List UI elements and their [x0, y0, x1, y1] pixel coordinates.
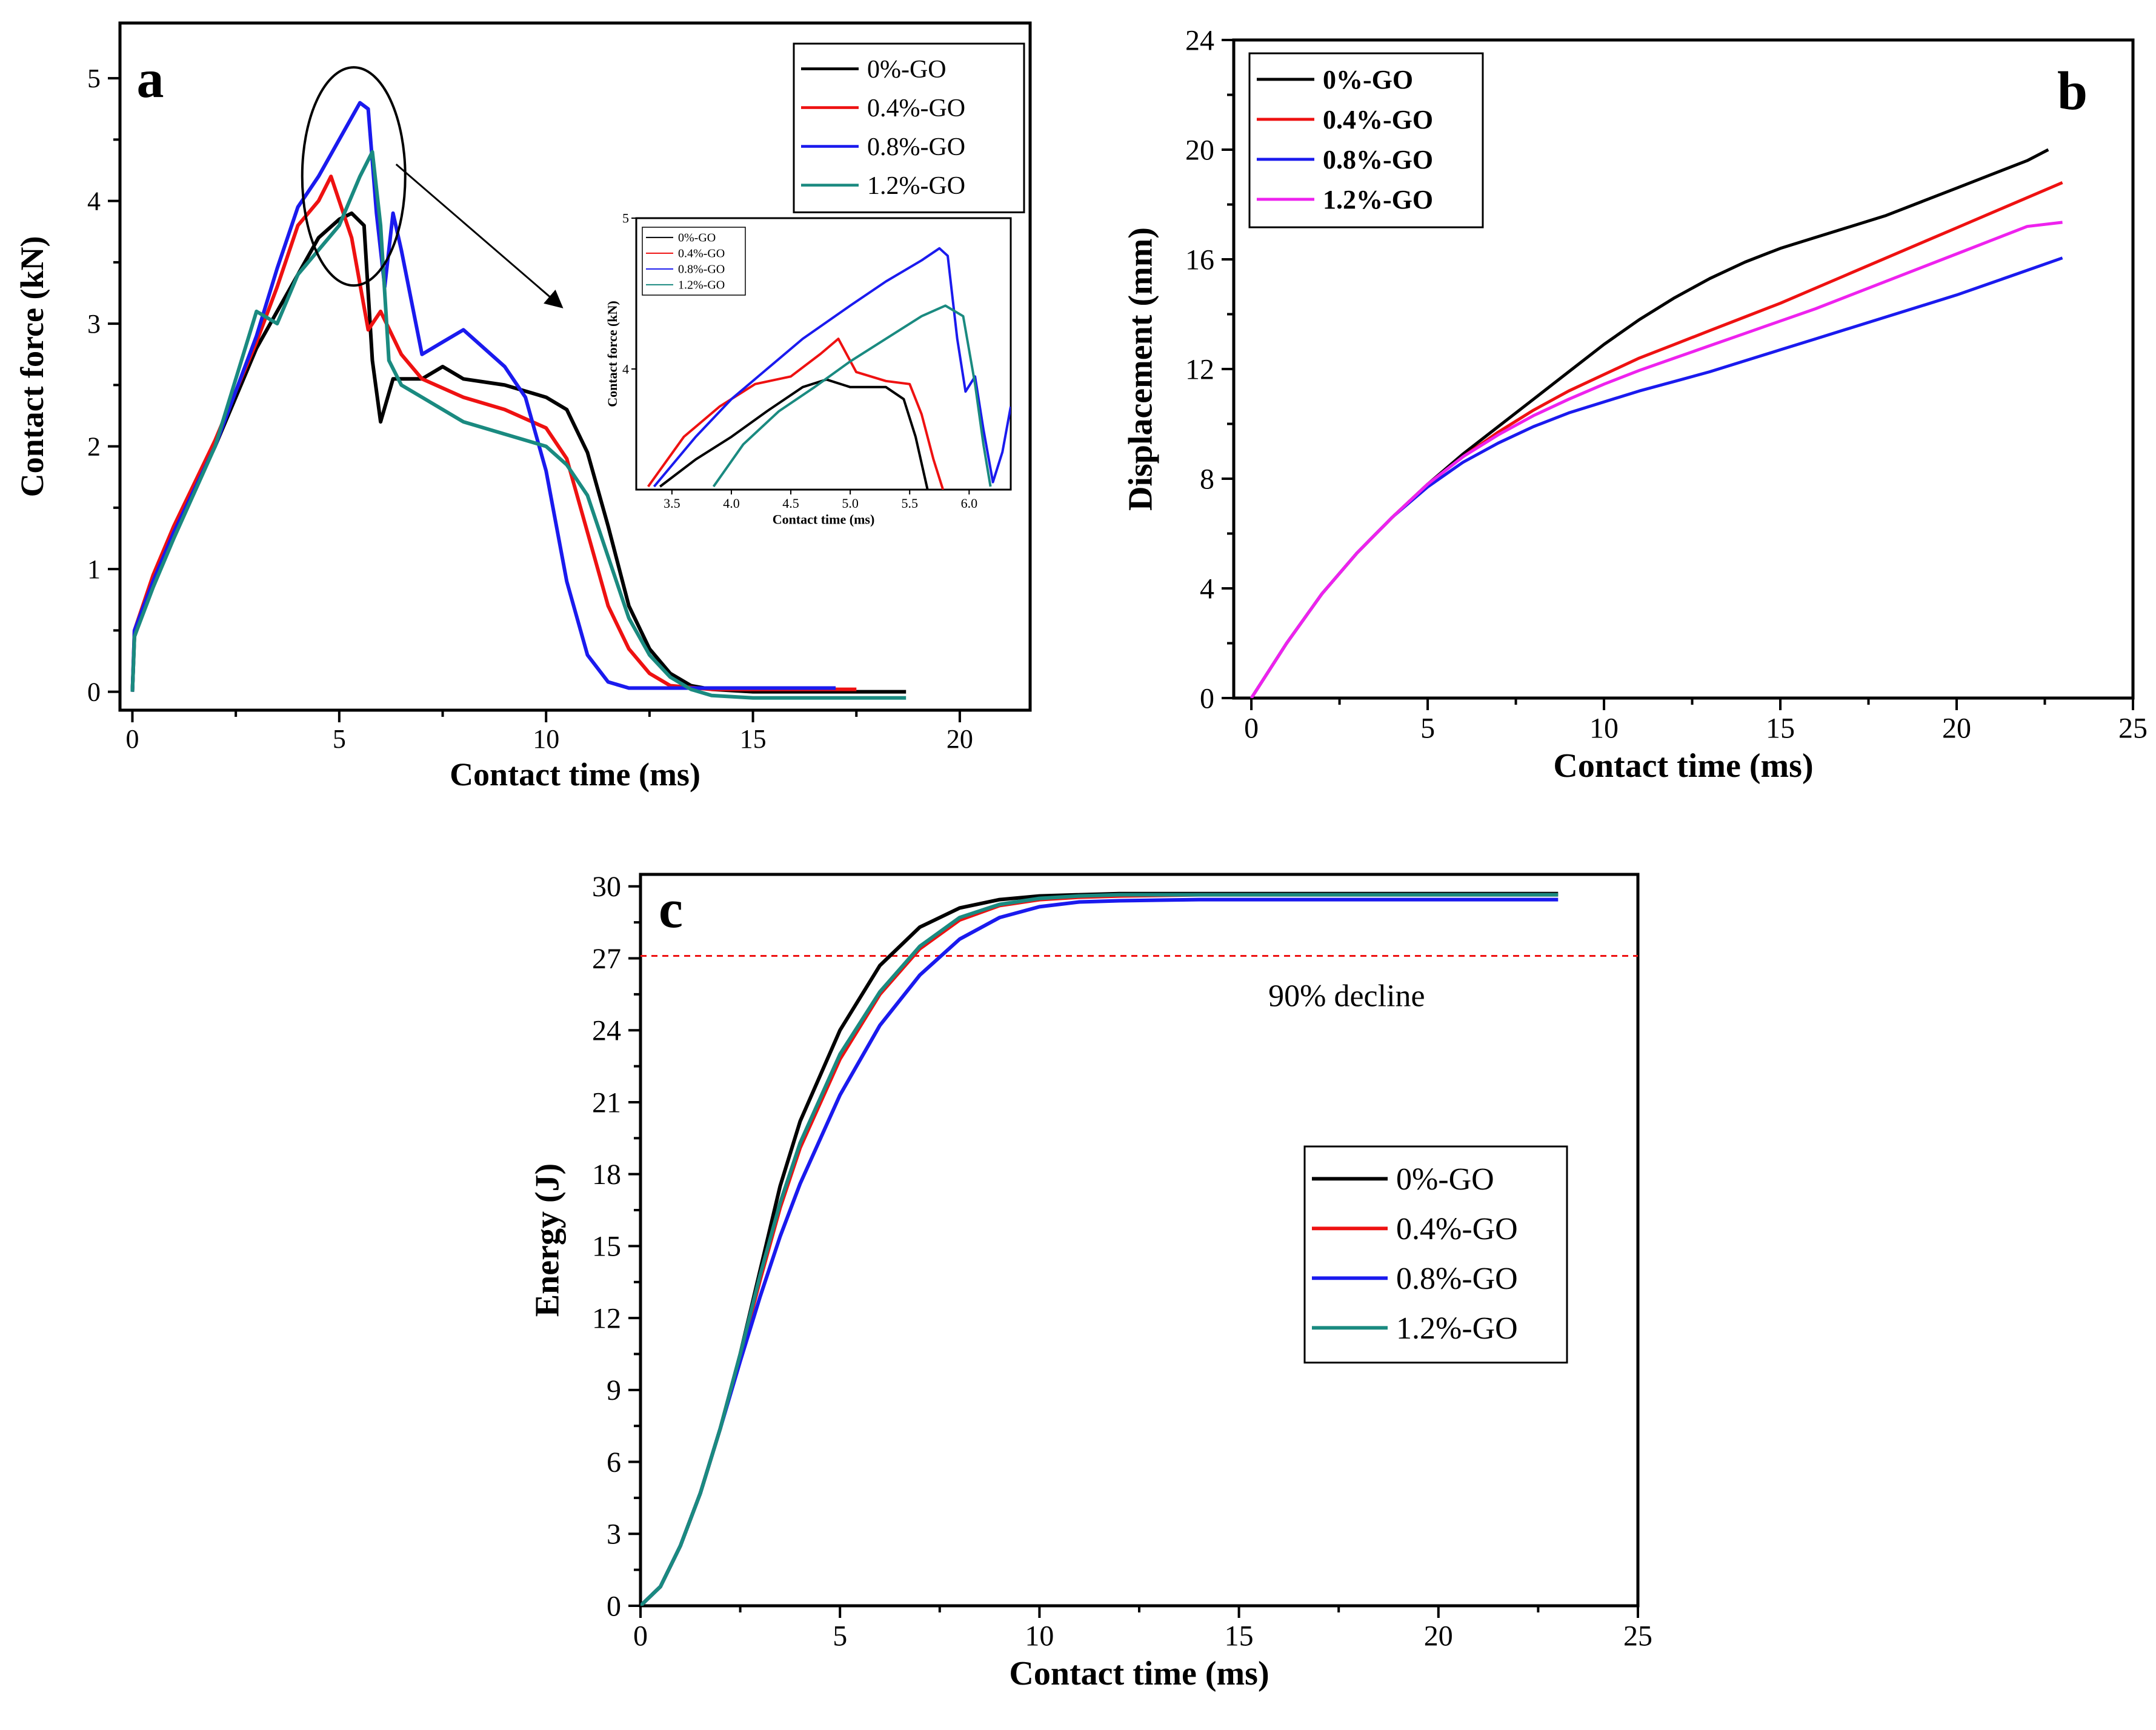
x-tick-label: 10	[533, 724, 559, 754]
y-tick-label: 8	[1200, 463, 1214, 495]
inset-x-tick-label: 5.5	[901, 496, 918, 511]
x-axis-title: Contact time (ms)	[450, 756, 700, 793]
inset-legend-label: 0.8%-GO	[678, 263, 725, 276]
legend-label: 0%-GO	[1323, 65, 1413, 95]
inset-legend-label: 1.2%-GO	[678, 279, 725, 292]
series-line-1-2-go	[1249, 221, 2063, 698]
x-axis-title: Contact time (ms)	[1009, 1655, 1269, 1692]
annotation-arrow	[395, 163, 564, 308]
y-tick-label: 20	[1185, 134, 1214, 166]
panel-c: 0 5 10 15 20 25 0 3 6 9 12 15 18 21 24 27 30 Contact time…	[528, 871, 1652, 1692]
inset-legend-label: 0.4%-GO	[678, 247, 725, 261]
legend-label: 0%-GO	[867, 56, 947, 84]
x-tick-label: 0	[125, 724, 139, 754]
series-line-0-8-go	[130, 101, 836, 692]
plot-frame	[118, 21, 1032, 712]
y-tick-label: 5	[87, 64, 101, 93]
panel-label: a	[137, 49, 164, 109]
y-tick-label: 18	[592, 1159, 621, 1191]
legend-label: 1.2%-GO	[867, 172, 965, 200]
panel-b: 0 5 10 15 20 25 0 4 8 12 16 20 24 Contact time (ms) Di…	[1122, 24, 2148, 785]
highlight-ellipse	[301, 66, 407, 287]
legend-label: 0.8%-GO	[1396, 1262, 1518, 1296]
inset-x-tick-label: 4.5	[782, 496, 799, 511]
y-tick-label: 27	[592, 943, 621, 975]
x-tick-label: 0	[633, 1620, 648, 1652]
panel-a: 0 5 10 15 20 0 1 2 3 4 5 Contact time (ms) Contact f…	[14, 21, 1032, 793]
inset-chart: 3.5 4.0 4.5 5.0 5.5 6.0 4 5 Contact time (ms) Con…	[605, 211, 1012, 527]
inset-legend-label: 0%-GO	[678, 231, 716, 245]
y-tick-label: 0	[1200, 682, 1214, 714]
y-tick-label: 21	[592, 1086, 621, 1119]
x-tick-label: 0	[1244, 713, 1259, 745]
y-tick-label: 12	[1185, 353, 1214, 385]
y-axis-title: Displacement (mm)	[1122, 227, 1159, 511]
inset-legend-box	[642, 227, 746, 296]
y-tick-label: 4	[87, 187, 101, 216]
y-tick-label: 0	[87, 677, 101, 707]
panel-label: b	[2057, 61, 2088, 121]
y-axis-title: Energy (J)	[528, 1163, 566, 1317]
legend-label: 0.4%-GO	[867, 95, 965, 122]
inset-y-tick-label: 4	[622, 362, 629, 377]
legend-label: 0.8%-GO	[867, 133, 965, 161]
y-tick-label: 2	[87, 432, 101, 462]
x-tick-label: 20	[1424, 1620, 1453, 1652]
inset-y-tick-label: 5	[622, 211, 629, 226]
legend-label: 1.2%-GO	[1323, 185, 1433, 215]
x-tick-label: 5	[833, 1620, 847, 1652]
inset-x-tick-label: 3.5	[664, 496, 680, 511]
x-tick-label: 5	[333, 724, 346, 754]
y-tick-label: 1	[87, 554, 101, 584]
y-tick-label: 4	[1200, 573, 1214, 605]
y-axis-title: Contact force (kN)	[14, 236, 50, 497]
x-axis-title: Contact time (ms)	[1553, 747, 1813, 785]
x-tick-label: 25	[2118, 713, 2148, 745]
legend-label: 0.4%-GO	[1323, 105, 1433, 135]
legend-box	[1303, 1145, 1568, 1364]
series-line-1-2-go	[640, 893, 1559, 1606]
y-tick-label: 24	[1185, 24, 1214, 56]
y-tick-label: 30	[592, 871, 621, 903]
y-tick-label: 6	[607, 1446, 621, 1479]
x-tick-label: 25	[1623, 1620, 1652, 1652]
legend-label: 0.4%-GO	[1396, 1212, 1518, 1246]
x-tick-label: 20	[947, 724, 973, 754]
annotation-text: 90% decline	[1268, 979, 1425, 1014]
y-tick-label: 16	[1185, 244, 1214, 276]
y-tick-label: 24	[592, 1015, 621, 1047]
panel-label: c	[659, 879, 683, 939]
inset-series-line	[647, 338, 945, 490]
x-tick-label: 10	[1589, 713, 1619, 745]
y-tick-label: 9	[607, 1374, 621, 1406]
y-tick-label: 15	[592, 1231, 621, 1263]
y-tick-label: 3	[607, 1519, 621, 1551]
inset-series-line	[712, 304, 992, 488]
inset-series-line	[653, 247, 1011, 488]
x-tick-label: 15	[740, 724, 767, 754]
y-tick-label: 3	[87, 309, 101, 339]
inset-x-tick-label: 5.0	[842, 496, 859, 511]
legend-label: 1.2%-GO	[1396, 1311, 1518, 1346]
inset-x-tick-label: 4.0	[723, 496, 740, 511]
inset-x-tick-label: 6.0	[961, 496, 978, 511]
y-tick-label: 0	[607, 1590, 621, 1622]
legend-label: 0%-GO	[1396, 1162, 1494, 1197]
x-tick-label: 15	[1225, 1620, 1254, 1652]
x-tick-label: 20	[1942, 713, 1971, 745]
y-tick-label: 12	[592, 1302, 621, 1334]
inset-y-axis-title: Contact force (kN)	[605, 301, 620, 407]
legend-label: 0.8%-GO	[1323, 145, 1433, 175]
inset-x-axis-title: Contact time (ms)	[773, 511, 875, 527]
series-line-1-2-go	[130, 150, 907, 700]
x-tick-label: 15	[1766, 713, 1795, 745]
x-tick-label: 5	[1420, 713, 1435, 745]
x-tick-label: 10	[1025, 1620, 1054, 1652]
